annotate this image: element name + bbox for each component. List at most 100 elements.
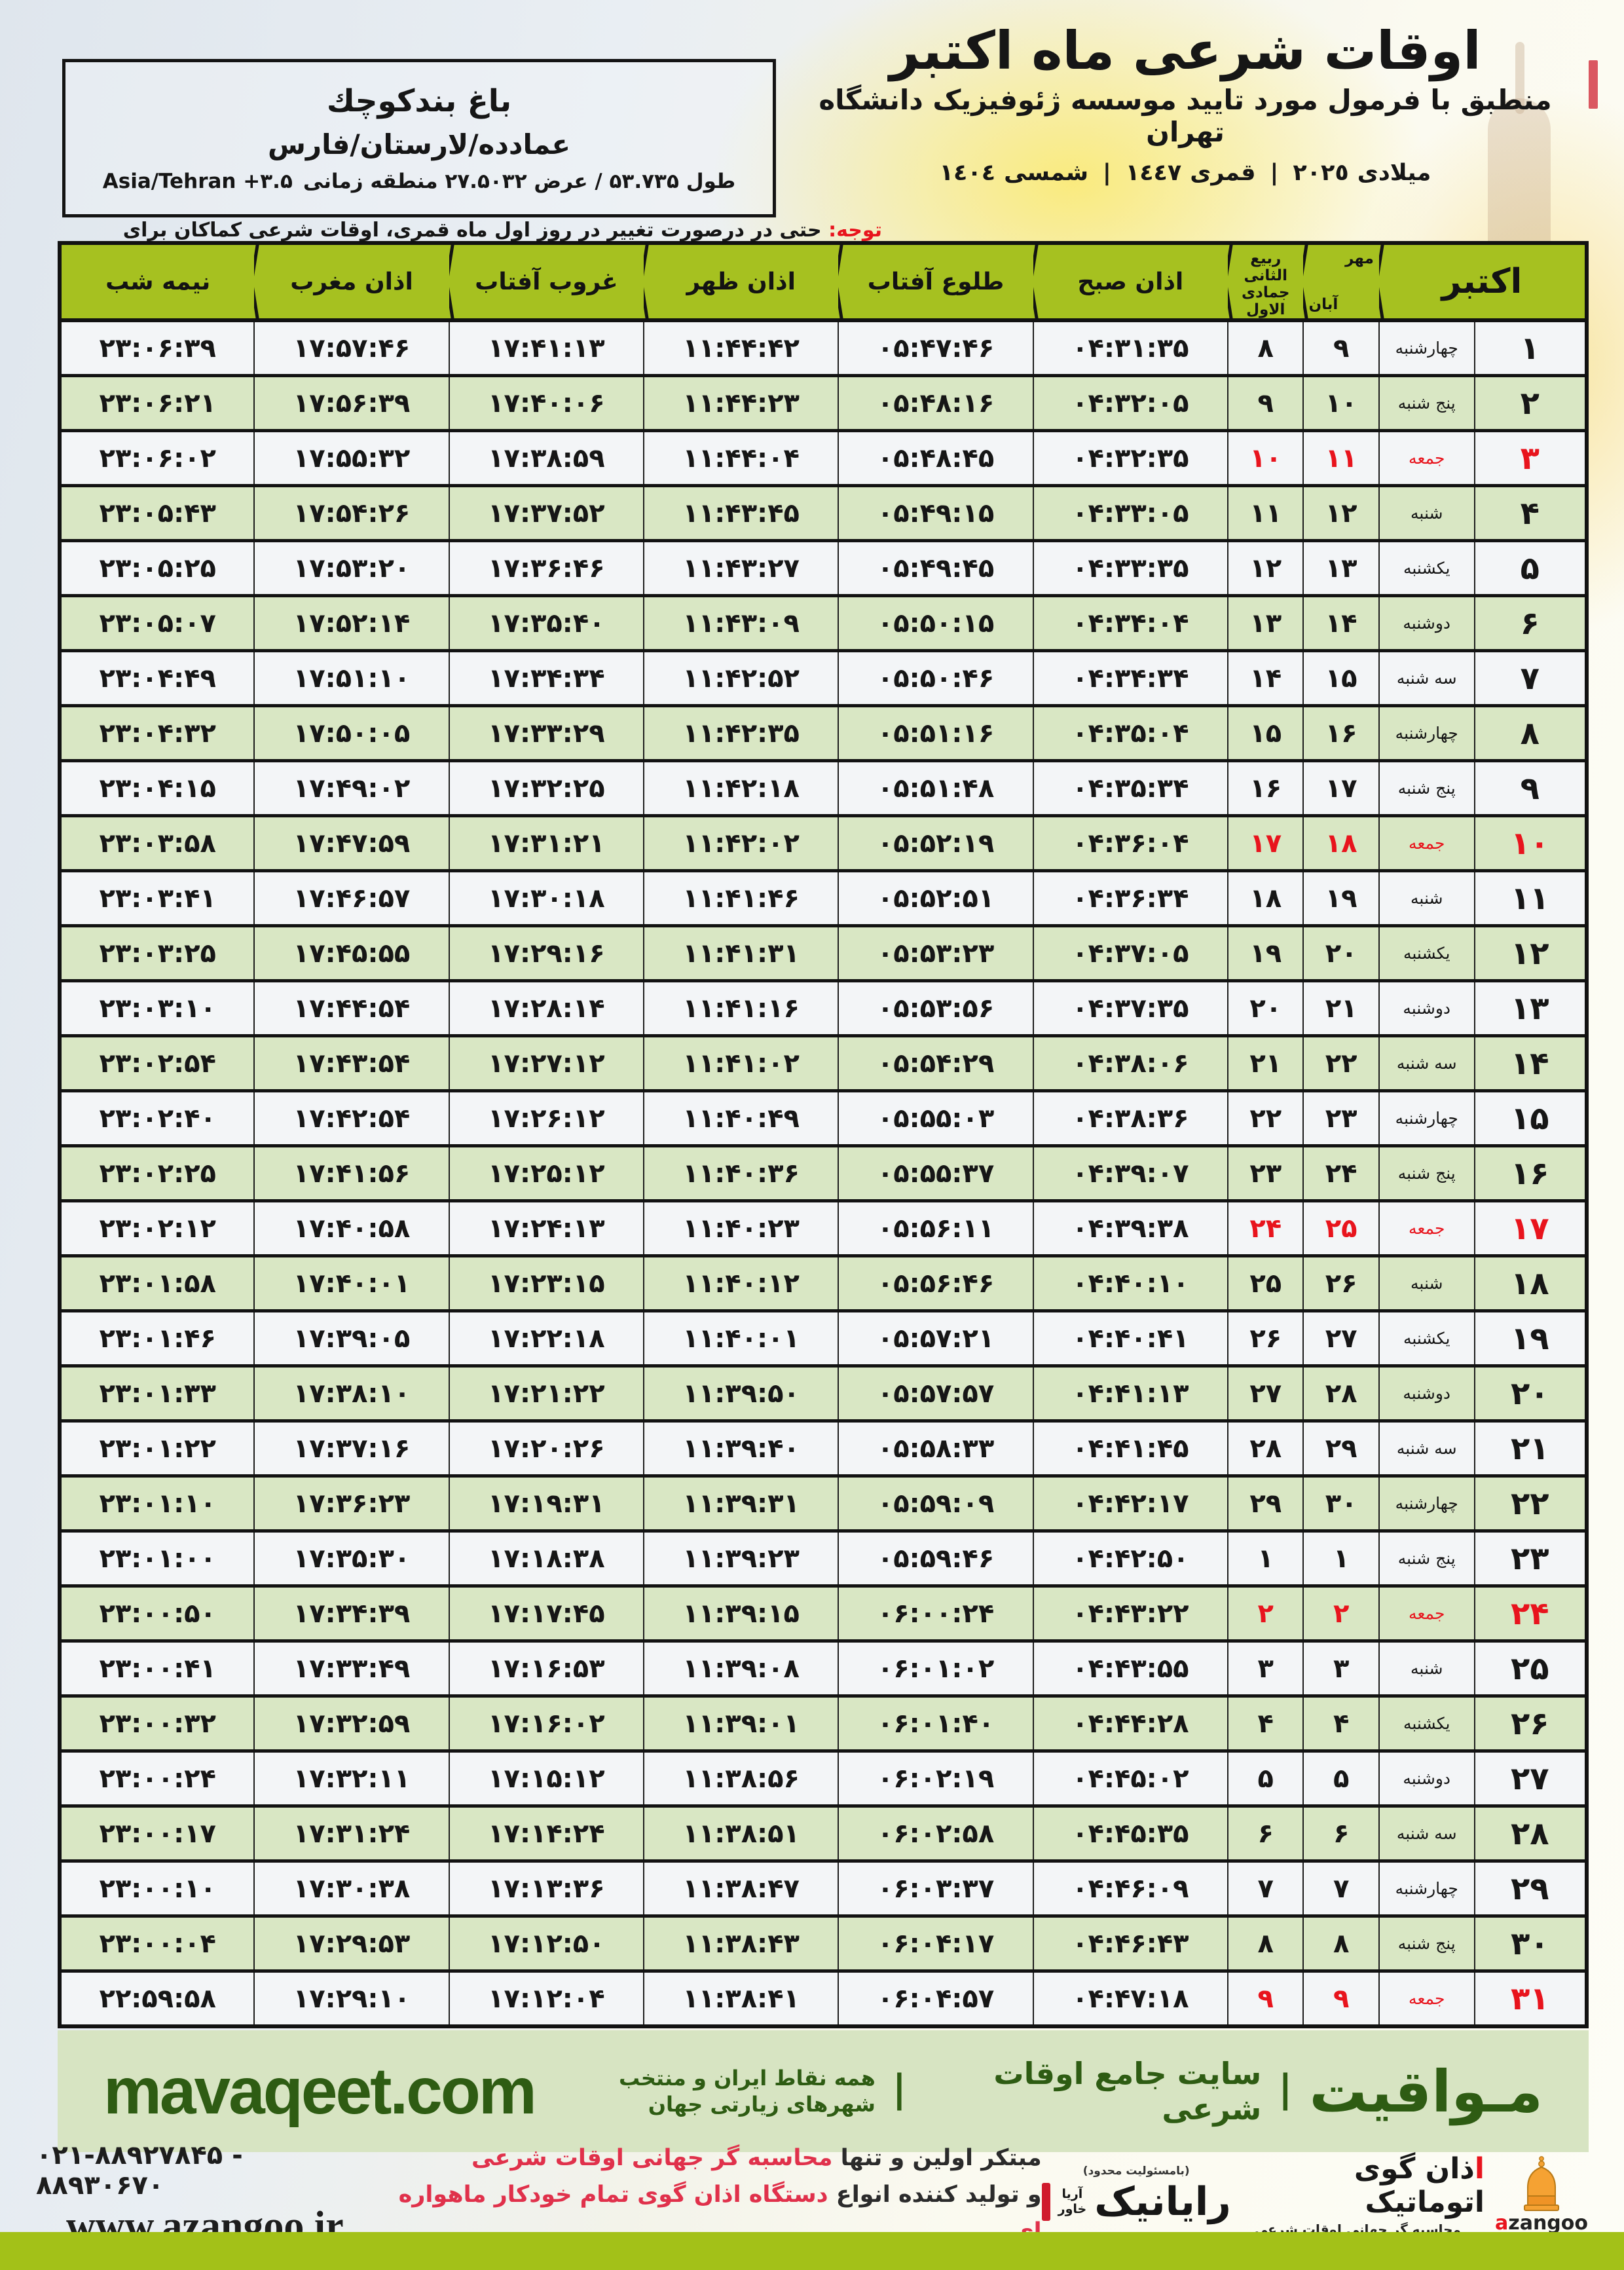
mavaqeet-url-link[interactable]: mavaqeet.com [103, 2054, 537, 2128]
maghreb-time-cell: ۱۷:۵۴:۲۶ [253, 484, 450, 542]
hijri-day-cell: ۲۸ [1227, 1419, 1304, 1478]
weekday-cell: چهارشنبه [1378, 1474, 1475, 1533]
noon-time-cell: ۱۱:۴۰:۲۳ [643, 1199, 840, 1257]
weekday-cell: پنج شنبه [1378, 1914, 1475, 1973]
noon-time-cell: ۱۱:۴۲:۳۵ [643, 704, 840, 762]
sunrise-time-cell: ۰۶:۰۴:۵۷ [838, 1969, 1034, 2028]
separator: | [1103, 160, 1111, 186]
weekday-cell: یکشنبه [1378, 924, 1475, 982]
hijri-day-cell: ۱۵ [1227, 704, 1304, 762]
october-day-cell: ۲۱ [1473, 1419, 1588, 1478]
fajr-time-cell: ۰۴:۴۰:۱۰ [1032, 1254, 1229, 1312]
maghreb-time-cell: ۱۷:۴۹:۰۲ [253, 759, 450, 817]
table-row: ۱۰ جمعه ۱۸ ۱۷ ۰۴:۳۶:۰۴ ۰۵:۵۲:۱۹ ۱۱:۴۲:۰۲… [58, 814, 1588, 872]
maghreb-time-cell: ۱۷:۳۰:۳۸ [253, 1859, 450, 1918]
title-block: اوقات شرعی ماه اکتبر منطبق با فرمول مورد… [779, 20, 1591, 187]
shamsi-day-cell: ۲۶ [1302, 1254, 1380, 1312]
jumada-alawwal-label: جمادی الاول [1241, 284, 1290, 318]
rayanik-red-accent [1041, 2183, 1050, 2221]
weekday-cell: دوشنبه [1378, 979, 1475, 1037]
fajr-time-cell: ۰۴:۴۴:۲۸ [1032, 1694, 1229, 1753]
maghreb-time-cell: ۱۷:۵۶:۳۹ [253, 374, 450, 432]
hijri-day-cell: ۱۰ [1227, 429, 1304, 487]
sunrise-time-cell: ۰۵:۵۲:۱۹ [838, 814, 1034, 872]
azangoo-dome-group: azangoo [1495, 2155, 1588, 2235]
weekday-cell: پنج شنبه [1378, 1529, 1475, 1588]
hijri-day-cell: ۸ [1227, 1914, 1304, 1973]
hijri-day-cell: ۱۷ [1227, 814, 1304, 872]
maghreb-time-cell: ۱۷:۵۵:۳۲ [253, 429, 450, 487]
table-row: ۲ پنج شنبه ۱۰ ۹ ۰۴:۳۲:۰۵ ۰۵:۴۸:۱۶ ۱۱:۴۴:… [58, 374, 1588, 432]
aban-label: آبان [1308, 296, 1338, 313]
table-row: ۲۵ شنبه ۳ ۳ ۰۴:۴۳:۵۵ ۰۶:۰۱:۰۲ ۱۱:۳۹:۰۸ ۱… [58, 1639, 1588, 1698]
weekday-cell: سه شنبه [1378, 1034, 1475, 1092]
sunrise-time-cell: ۰۶:۰۱:۴۰ [838, 1694, 1034, 1753]
table-row: ۲۰ دوشنبه ۲۸ ۲۷ ۰۴:۴۱:۱۳ ۰۵:۵۷:۵۷ ۱۱:۳۹:… [58, 1364, 1588, 1423]
sunset-time-cell: ۱۷:۲۲:۱۸ [448, 1309, 645, 1368]
shamsi-day-cell: ۵ [1302, 1749, 1380, 1808]
sunrise-time-cell: ۰۵:۵۶:۱۱ [838, 1199, 1034, 1257]
maghreb-time-cell: ۱۷:۴۷:۵۹ [253, 814, 450, 872]
weekday-cell: پنج شنبه [1378, 759, 1475, 817]
midnight-time-cell: ۲۳:۰۴:۱۵ [58, 759, 255, 817]
weekday-cell: دوشنبه [1378, 1749, 1475, 1808]
sunrise-time-cell: ۰۵:۵۶:۴۶ [838, 1254, 1034, 1312]
table-row: ۱۴ سه شنبه ۲۲ ۲۱ ۰۴:۳۸:۰۶ ۰۵:۵۴:۲۹ ۱۱:۴۱… [58, 1034, 1588, 1092]
october-day-cell: ۱۶ [1473, 1144, 1588, 1202]
october-day-cell: ۱۲ [1473, 924, 1588, 982]
fajr-time-cell: ۰۴:۳۶:۳۴ [1032, 869, 1229, 927]
fajr-time-cell: ۰۴:۴۳:۲۲ [1032, 1584, 1229, 1643]
table-row: ۲۲ چهارشنبه ۳۰ ۲۹ ۰۴:۴۲:۱۷ ۰۵:۵۹:۰۹ ۱۱:۳… [58, 1474, 1588, 1533]
sunset-time-cell: ۱۷:۱۳:۳۶ [448, 1859, 645, 1918]
hijri-day-cell: ۱۹ [1227, 924, 1304, 982]
table-row: ۵ یکشنبه ۱۳ ۱۲ ۰۴:۳۳:۳۵ ۰۵:۴۹:۴۵ ۱۱:۴۳:۲… [58, 539, 1588, 597]
noon-time-cell: ۱۱:۴۳:۰۹ [643, 594, 840, 652]
noon-time-cell: ۱۱:۴۴:۴۲ [643, 318, 840, 377]
sunrise-time-cell: ۰۶:۰۱:۰۲ [838, 1639, 1034, 1698]
azangoo-wordmark: azangoo [1494, 2211, 1588, 2235]
october-day-cell: ۳ [1473, 429, 1588, 487]
table-row: ۷ سه شنبه ۱۵ ۱۴ ۰۴:۳۴:۳۴ ۰۵:۵۰:۴۶ ۱۱:۴۲:… [58, 649, 1588, 707]
timezone-text: Asia/Tehran +۳.۵ [102, 170, 293, 193]
fajr-time-cell: ۰۴:۳۲:۰۵ [1032, 374, 1229, 432]
rayanik-sub-names: آریا خاور [1058, 2187, 1087, 2216]
maghreb-time-cell: ۱۷:۳۲:۱۱ [253, 1749, 450, 1808]
october-day-cell: ۲۵ [1473, 1639, 1588, 1698]
sunset-time-cell: ۱۷:۳۶:۴۶ [448, 539, 645, 597]
sunrise-time-cell: ۰۵:۵۷:۲۱ [838, 1309, 1034, 1368]
weekday-cell: شنبه [1378, 484, 1475, 542]
fajr-time-cell: ۰۴:۳۷:۳۵ [1032, 979, 1229, 1037]
noon-time-cell: ۱۱:۳۹:۵۰ [643, 1364, 840, 1423]
sunset-time-cell: ۱۷:۳۵:۴۰ [448, 594, 645, 652]
table-row: ۸ چهارشنبه ۱۶ ۱۵ ۰۴:۳۵:۰۴ ۰۵:۵۱:۱۶ ۱۱:۴۲… [58, 704, 1588, 762]
sunrise-time-cell: ۰۵:۵۵:۰۳ [838, 1089, 1034, 1147]
weekday-cell: شنبه [1378, 1639, 1475, 1698]
noon-time-cell: ۱۱:۴۴:۲۳ [643, 374, 840, 432]
maghreb-time-cell: ۱۷:۵۳:۲۰ [253, 539, 450, 597]
shamsi-day-cell: ۱۹ [1302, 869, 1380, 927]
shamsi-day-cell: ۲۴ [1302, 1144, 1380, 1202]
october-day-cell: ۲۲ [1473, 1474, 1588, 1533]
midnight-time-cell: ۲۳:۰۰:۴۱ [58, 1639, 255, 1698]
midnight-time-cell: ۲۳:۰۴:۳۲ [58, 704, 255, 762]
page-title: اوقات شرعی ماه اکتبر [889, 20, 1481, 81]
sunrise-time-cell: ۰۶:۰۲:۵۸ [838, 1804, 1034, 1863]
table-row: ۲۷ دوشنبه ۵ ۵ ۰۴:۴۵:۰۲ ۰۶:۰۲:۱۹ ۱۱:۳۸:۵۶… [58, 1749, 1588, 1808]
shamsi-day-cell: ۹ [1302, 318, 1380, 377]
midnight-time-cell: ۲۳:۰۰:۳۲ [58, 1694, 255, 1753]
october-day-cell: ۱۵ [1473, 1089, 1588, 1147]
october-day-cell: ۱۱ [1473, 869, 1588, 927]
maghreb-time-cell: ۱۷:۳۱:۲۴ [253, 1804, 450, 1863]
shamsi-day-cell: ۱ [1302, 1529, 1380, 1588]
azangoo-logotype-fa: اذان گوی اتوماتیک [1354, 2152, 1485, 2219]
sunset-time-cell: ۱۷:۱۲:۰۴ [448, 1969, 645, 2028]
october-day-cell: ۳۰ [1473, 1914, 1588, 1973]
table-row: ۲۹ چهارشنبه ۷ ۷ ۰۴:۴۶:۰۹ ۰۶:۰۳:۳۷ ۱۱:۳۸:… [58, 1859, 1588, 1918]
weekday-cell: شنبه [1378, 1254, 1475, 1312]
shamsi-day-cell: ۲۵ [1302, 1199, 1380, 1257]
fajr-time-cell: ۰۴:۳۸:۳۶ [1032, 1089, 1229, 1147]
shamsi-day-cell: ۱۵ [1302, 649, 1380, 707]
weekday-cell: چهارشنبه [1378, 1859, 1475, 1918]
weekday-cell: چهارشنبه [1378, 318, 1475, 377]
midnight-time-cell: ۲۳:۰۱:۱۰ [58, 1474, 255, 1533]
